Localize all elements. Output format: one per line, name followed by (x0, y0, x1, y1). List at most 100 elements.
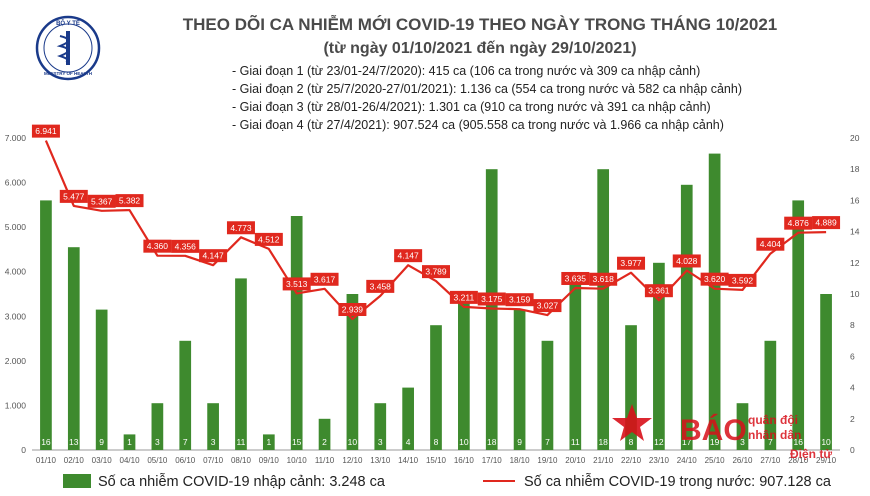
bar (374, 403, 387, 450)
line-label: 3.592 (732, 275, 754, 285)
line-label-box (784, 216, 813, 230)
bar-label: 15 (292, 437, 302, 447)
line-label: 3.027 (537, 301, 559, 311)
right-tick-label: 8 (850, 320, 855, 330)
left-tick-label: 2.000 (5, 356, 27, 366)
line-label: 4.889 (815, 218, 837, 228)
right-tick-label: 4 (850, 383, 855, 393)
bar (764, 340, 777, 450)
right-tick-label: 18 (850, 164, 860, 174)
line-label: 3.211 (454, 292, 475, 302)
x-tick-label: 11/10 (315, 456, 335, 465)
bar-label: 18 (598, 437, 608, 447)
bar-label: 7 (183, 437, 188, 447)
line-label-box (533, 299, 562, 313)
bar-label: 11 (571, 437, 580, 447)
bar (67, 247, 80, 450)
line-label-box (756, 237, 785, 251)
right-tick-label: 16 (850, 195, 860, 205)
bar-label: 3 (378, 437, 383, 447)
bar (123, 434, 136, 450)
line-label-box (171, 239, 200, 253)
left-tick-label: 3.000 (5, 311, 27, 321)
bar (541, 340, 554, 450)
bar (207, 403, 219, 450)
bar-label: 18 (487, 437, 497, 447)
left-tick-label: 4.000 (5, 267, 27, 277)
bar (792, 200, 805, 450)
line-label-box (644, 284, 673, 298)
x-tick-label: 24/10 (677, 456, 698, 465)
line-label-box (115, 194, 144, 208)
line-label-box (561, 271, 590, 285)
line-label-box (728, 273, 757, 287)
right-tick-label: 12 (850, 258, 860, 268)
note-phase-2: - Giai đoạn 2 (từ 25/7/2020-27/01/2021):… (232, 82, 742, 96)
x-tick-label: 29/10 (816, 456, 837, 465)
bar (820, 294, 832, 450)
left-tick-label: 6.000 (5, 178, 27, 188)
series-line (44, 140, 827, 321)
line-label-box (672, 254, 701, 268)
x-tick-label: 01/10 (36, 456, 57, 465)
line-label: 3.175 (481, 294, 503, 304)
line-label: 3.361 (648, 286, 670, 296)
legend-bar-label: Số ca nhiễm COVID-19 nhập cảnh: 3.248 ca (98, 473, 386, 490)
right-tick-label: 0 (850, 445, 855, 455)
legend-line-label: Số ca nhiễm COVID-19 trong nước: 907.128… (524, 473, 832, 490)
x-tick-label: 03/10 (92, 456, 113, 465)
bar-label: 11 (237, 437, 246, 447)
x-tick-label: 08/10 (231, 456, 252, 465)
line-label-box (394, 249, 423, 263)
line-label-box (310, 272, 339, 286)
bar-label: 8 (629, 437, 634, 447)
line-label: 5.367 (91, 196, 113, 206)
x-tick-label: 14/10 (398, 456, 419, 465)
phase-notes: - Giai đoạn 1 (từ 23/01-24/7/2020): 415 … (232, 64, 742, 132)
bar (653, 262, 665, 450)
watermark-dientu: Điện tử (790, 447, 832, 461)
note-phase-1: - Giai đoạn 1 (từ 23/01-24/7/2020): 415 … (232, 64, 700, 78)
line-label: 5.382 (119, 196, 141, 206)
bar-label: 10 (348, 437, 358, 447)
bar-label: 7 (768, 437, 773, 447)
watermark-quandoi: quân đội (748, 413, 798, 427)
x-tick-label: 18/10 (510, 456, 531, 465)
bar (736, 403, 749, 450)
bar (318, 418, 331, 450)
x-tick-label: 12/10 (342, 456, 363, 465)
note-phase-4: - Giai đoạn 4 (từ 27/4/2021): 907.524 ca… (232, 118, 724, 132)
bar (680, 184, 693, 451)
x-tick-label: 28/10 (788, 456, 809, 465)
line-label-box (812, 216, 841, 230)
line-label: 4.356 (175, 241, 197, 251)
watermark-bao: BÁO (680, 413, 747, 447)
line-label: 3.513 (286, 279, 308, 289)
x-tick-label: 16/10 (454, 456, 475, 465)
x-tick-label: 04/10 (120, 456, 141, 465)
line-label-box (87, 194, 116, 208)
x-tick-label: 23/10 (649, 456, 670, 465)
line-label: 4.147 (397, 251, 419, 261)
line-label-box (143, 239, 172, 253)
x-tick-label: 25/10 (705, 456, 726, 465)
legend: Số ca nhiễm COVID-19 nhập cảnh: 3.248 ca… (63, 473, 832, 490)
bar-label: 9 (99, 437, 104, 447)
logo-text: BỘ Y TẾ (56, 19, 80, 27)
newspaper-watermark: BÁO quân đội nhân dân Điện tử (612, 404, 832, 461)
bar (430, 325, 442, 450)
line-label: 3.458 (370, 281, 392, 291)
bar-label: 4 (406, 437, 411, 447)
line-label: 4.028 (676, 256, 698, 266)
bar (262, 434, 275, 450)
bar (151, 403, 164, 450)
line-label-box (477, 292, 506, 306)
bar-label: 10 (459, 437, 469, 447)
line-label: 3.618 (593, 274, 615, 284)
chart-subtitle: (từ ngày 01/10/2021 đến ngày 29/10/2021) (323, 40, 636, 57)
bar (625, 325, 637, 450)
line-label: 4.360 (147, 241, 169, 251)
line-label: 3.635 (565, 273, 587, 283)
watermark-nhandan: nhân dân (748, 428, 801, 442)
bar (179, 340, 192, 450)
